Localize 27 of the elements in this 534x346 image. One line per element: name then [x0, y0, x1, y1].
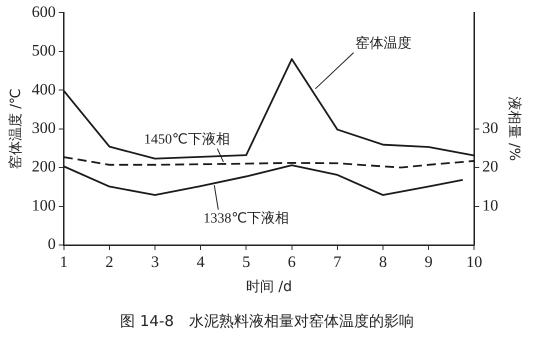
y-tick-label: 0	[48, 236, 56, 254]
y-tick-label: 400	[32, 81, 56, 98]
y-tick-label: 600	[32, 4, 56, 21]
x-tick-label: 2	[105, 254, 114, 271]
text: 图 14-8 水泥熟料液相量对窑体温度的影响	[119, 312, 415, 331]
series-label: 1450℃下液相	[144, 131, 230, 148]
y-tick-label: 100	[32, 197, 56, 214]
x-tick-label: 3	[151, 254, 159, 271]
x-tick-label: 6	[288, 254, 296, 271]
x-tick-label: 5	[242, 254, 250, 271]
x-tick-label: 1	[60, 254, 68, 271]
y2-tick-label: 10	[482, 197, 498, 214]
x-tick-label: 9	[424, 254, 433, 271]
y-tick-label: 500	[32, 42, 56, 60]
x-tick-label: 7	[333, 254, 342, 271]
y-tick-label: 300	[32, 120, 56, 138]
y-tick-label: 200	[32, 158, 56, 176]
x-tick-label: 4	[196, 254, 205, 271]
x-tick-label: 10	[466, 254, 482, 271]
text: 窑体温度	[356, 35, 412, 52]
y-axis-title: 窑体温度 /℃	[8, 88, 24, 170]
x-axis-title: 时间 /d	[246, 279, 292, 296]
legend-label: 1338℃下液相	[203, 210, 290, 226]
x-tick-label: 8	[379, 254, 387, 271]
y2-axis-title: 液相量 /%	[506, 96, 522, 162]
y2-tick-label: 20	[482, 158, 498, 176]
y2-tick-label: 30	[482, 120, 498, 138]
